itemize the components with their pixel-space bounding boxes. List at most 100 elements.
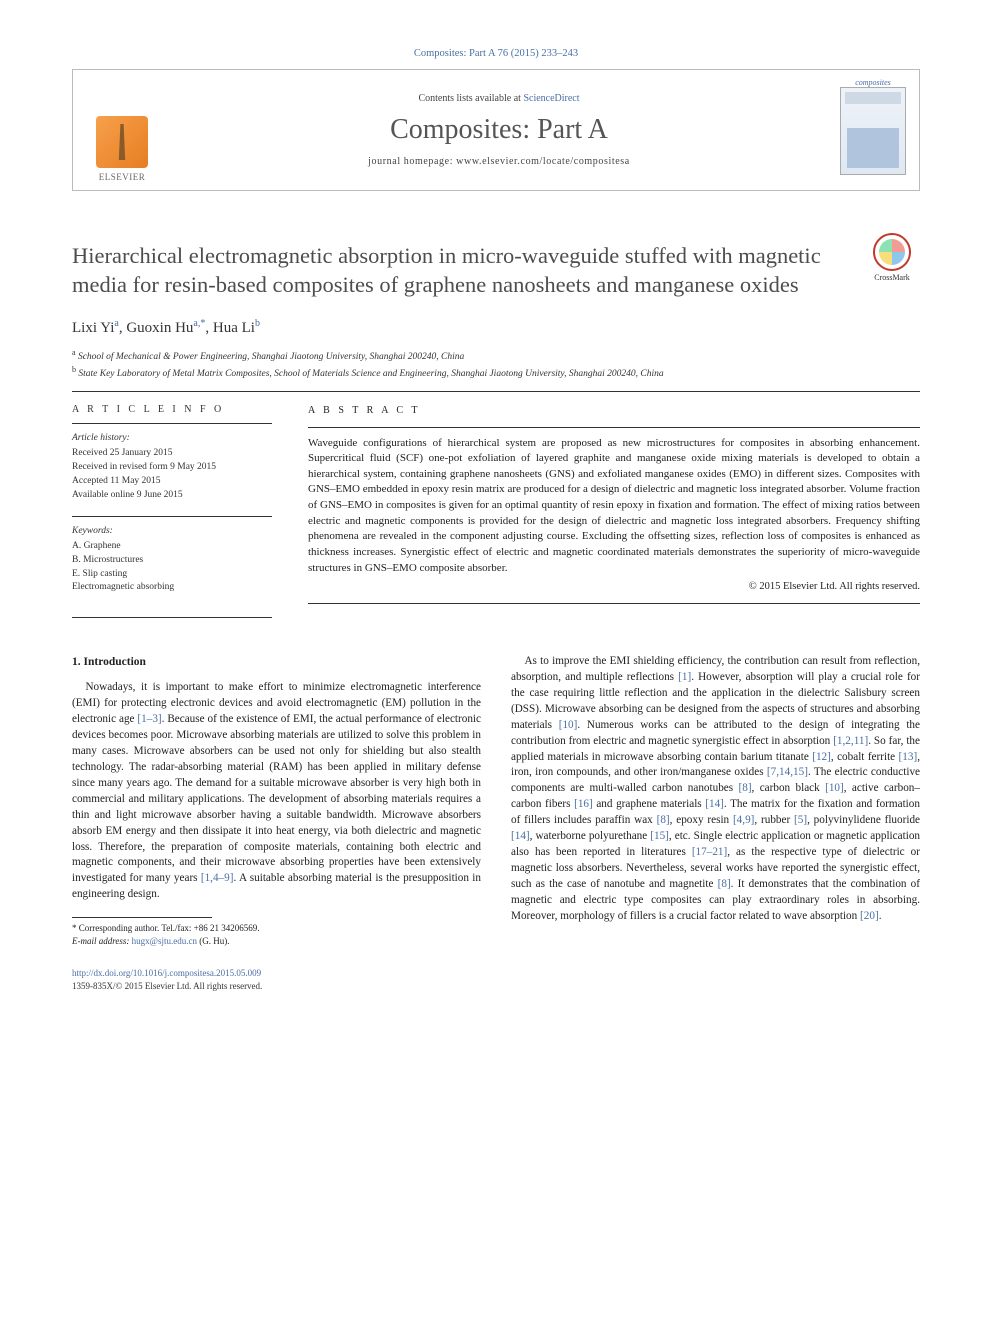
publisher-logo-block: ELSEVIER xyxy=(73,70,171,190)
email-suffix: (G. Hu). xyxy=(197,936,230,946)
abstract-column: A B S T R A C T Waveguide configurations… xyxy=(308,404,920,609)
abstract-heading: A B S T R A C T xyxy=(308,404,920,418)
divider xyxy=(308,427,920,428)
email-link[interactable]: hugx@sjtu.edu.cn xyxy=(132,936,197,946)
citation-ref[interactable]: [10] xyxy=(559,719,578,731)
keyword-line: Electromagnetic absorbing xyxy=(72,581,272,595)
divider xyxy=(72,423,272,424)
author-name: Guoxin Hu xyxy=(126,320,193,336)
article-title: Hierarchical electromagnetic absorption … xyxy=(72,242,844,300)
keyword-line: E. Slip casting xyxy=(72,568,272,582)
citation-ref[interactable]: [1,2,11] xyxy=(833,735,868,747)
keyword-line: B. Microstructures xyxy=(72,554,272,568)
author-list: Lixi Yia, Guoxin Hua,*, Hua Lib xyxy=(72,318,920,337)
citation-ref[interactable]: [12] xyxy=(812,751,831,763)
citation-line: Composites: Part A 76 (2015) 233–243 xyxy=(72,48,920,59)
crossmark-icon xyxy=(873,233,911,271)
cover-caption: composites xyxy=(855,78,891,87)
keyword-line: A. Graphene xyxy=(72,540,272,554)
citation-ref[interactable]: [4,9] xyxy=(733,814,754,826)
affiliations: a School of Mechanical & Power Engineeri… xyxy=(72,347,920,382)
body-text: , carbon black xyxy=(752,782,826,794)
divider xyxy=(308,603,920,604)
email-line: E-mail address: hugx@sjtu.edu.cn (G. Hu)… xyxy=(72,935,481,948)
abstract-text: Waveguide configurations of hierarchical… xyxy=(308,436,920,576)
body-two-columns: 1. Introduction Nowadays, it is importan… xyxy=(72,654,920,947)
affiliation-line: b State Key Laboratory of Metal Matrix C… xyxy=(72,364,920,381)
publisher-label: ELSEVIER xyxy=(99,172,146,182)
history-line: Accepted 11 May 2015 xyxy=(72,475,272,489)
citation-ref[interactable]: [8] xyxy=(657,814,670,826)
divider xyxy=(72,617,272,618)
keywords-block: Keywords: A. Graphene B. Microstructures… xyxy=(72,525,272,595)
email-label: E-mail address: xyxy=(72,936,132,946)
doi-link[interactable]: http://dx.doi.org/10.1016/j.compositesa.… xyxy=(72,968,261,978)
cover-image-icon xyxy=(840,87,906,175)
journal-homepage-line: journal homepage: www.elsevier.com/locat… xyxy=(181,156,817,167)
homepage-url[interactable]: www.elsevier.com/locate/compositesa xyxy=(456,156,630,167)
citation-ref[interactable]: [14] xyxy=(705,798,724,810)
citation-ref[interactable]: [15] xyxy=(650,830,669,842)
article-info-column: A R T I C L E I N F O Article history: R… xyxy=(72,404,272,609)
citation-ref[interactable]: [5] xyxy=(794,814,807,826)
body-text: , polyvinylidene fluoride xyxy=(807,814,920,826)
citation-ref[interactable]: [10] xyxy=(825,782,844,794)
citation-ref[interactable]: [1] xyxy=(678,671,691,683)
citation-ref[interactable]: [1,4–9] xyxy=(201,872,234,884)
contents-prefix: Contents lists available at xyxy=(418,93,523,104)
history-label: Article history: xyxy=(72,432,272,446)
history-line: Received in revised form 9 May 2015 xyxy=(72,461,272,475)
contents-available-line: Contents lists available at ScienceDirec… xyxy=(181,93,817,104)
body-text: . Because of the existence of EMI, the a… xyxy=(72,713,481,884)
journal-header: ELSEVIER Contents lists available at Sci… xyxy=(72,69,920,191)
section-heading: 1. Introduction xyxy=(72,654,481,670)
bottom-strip: http://dx.doi.org/10.1016/j.compositesa.… xyxy=(72,967,920,992)
affil-mark: a xyxy=(72,348,76,357)
body-text: , rubber xyxy=(754,814,794,826)
citation-ref[interactable]: [20] xyxy=(860,910,879,922)
citation-ref[interactable]: [8] xyxy=(739,782,752,794)
history-line: Available online 9 June 2015 xyxy=(72,489,272,503)
body-text: , waterborne polyurethane xyxy=(530,830,651,842)
footnote-separator xyxy=(72,917,212,918)
body-text: , cobalt ferrite xyxy=(831,751,899,763)
affiliation-line: a School of Mechanical & Power Engineeri… xyxy=(72,347,920,364)
history-line: Received 25 January 2015 xyxy=(72,447,272,461)
citation-ref[interactable]: [7,14,15] xyxy=(767,766,808,778)
abstract-copyright: © 2015 Elsevier Ltd. All rights reserved… xyxy=(308,580,920,595)
homepage-prefix: journal homepage: xyxy=(368,156,456,167)
citation-ref[interactable]: [17–21] xyxy=(692,846,727,858)
body-paragraph: As to improve the EMI shielding efficien… xyxy=(511,654,920,924)
body-text: , epoxy resin xyxy=(670,814,733,826)
author-name: Hua Li xyxy=(213,320,255,336)
corresponding-author-note: * Corresponding author. Tel./fax: +86 21… xyxy=(72,922,481,935)
citation-ref[interactable]: [8] xyxy=(718,878,731,890)
article-history-block: Article history: Received 25 January 201… xyxy=(72,432,272,502)
body-text: and graphene materials xyxy=(593,798,706,810)
divider xyxy=(72,391,920,392)
divider xyxy=(72,516,272,517)
body-text: . xyxy=(879,910,882,922)
elsevier-tree-icon xyxy=(96,116,148,168)
citation-ref[interactable]: [14] xyxy=(511,830,530,842)
body-paragraph: Nowadays, it is important to make effort… xyxy=(72,680,481,903)
journal-name: Composites: Part A xyxy=(181,114,817,146)
citation-ref[interactable]: [13] xyxy=(899,751,918,763)
author-name: Lixi Yi xyxy=(72,320,114,336)
author-mark: a xyxy=(114,318,118,329)
author-mark: a,* xyxy=(193,318,205,329)
footnotes-block: * Corresponding author. Tel./fax: +86 21… xyxy=(72,922,481,947)
affil-text: School of Mechanical & Power Engineering… xyxy=(78,352,464,362)
crossmark-widget[interactable]: CrossMark xyxy=(864,233,920,282)
sciencedirect-link[interactable]: ScienceDirect xyxy=(523,93,579,104)
citation-ref[interactable]: [16] xyxy=(574,798,593,810)
crossmark-label: CrossMark xyxy=(864,273,920,282)
issn-copyright-line: 1359-835X/© 2015 Elsevier Ltd. All right… xyxy=(72,980,920,993)
citation-ref[interactable]: [1–3] xyxy=(137,713,161,725)
author-mark: b xyxy=(255,318,260,329)
keywords-label: Keywords: xyxy=(72,525,272,539)
affil-mark: b xyxy=(72,365,76,374)
header-center: Contents lists available at ScienceDirec… xyxy=(171,70,827,190)
journal-cover-thumb: composites xyxy=(827,70,919,190)
affil-text: State Key Laboratory of Metal Matrix Com… xyxy=(78,369,663,379)
